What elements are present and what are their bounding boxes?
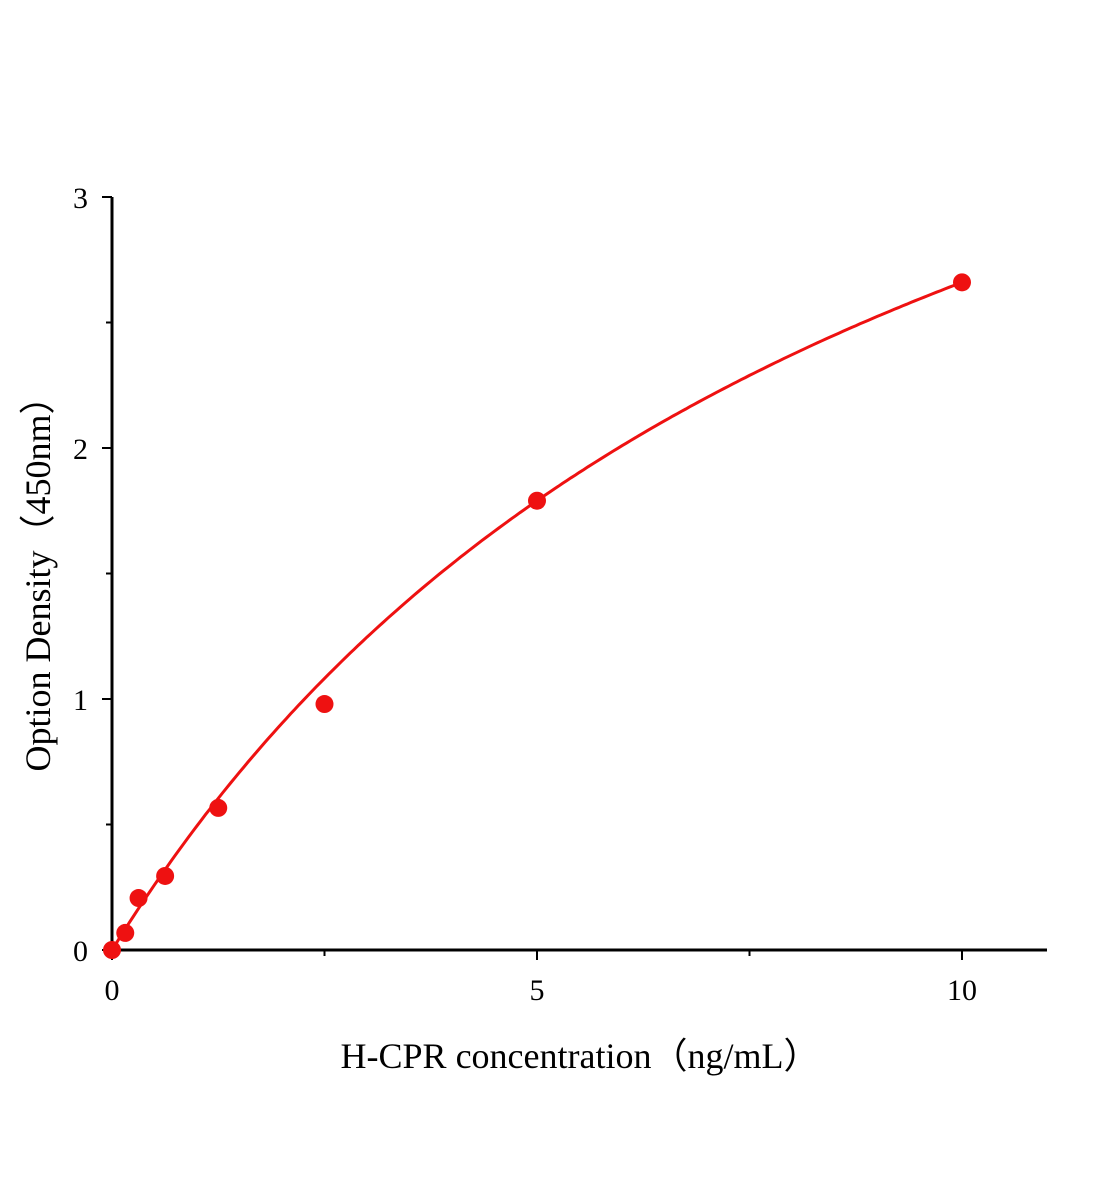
data-point	[129, 889, 148, 908]
y-tick-label: 2	[73, 433, 88, 466]
data-point	[116, 923, 135, 942]
data-points	[103, 273, 971, 959]
y-tick-label: 1	[73, 684, 88, 717]
data-point	[953, 273, 971, 292]
x-tick-label: 10	[947, 974, 977, 1007]
fit-curve	[110, 280, 963, 951]
y-axis-title: Option Density（450nm）	[18, 379, 58, 772]
y-tick-label: 3	[73, 182, 88, 215]
data-point	[103, 941, 121, 959]
fit-curve-line	[110, 280, 963, 951]
x-tick-label: 0	[105, 974, 120, 1007]
x-axis-title: H-CPR concentration（ng/mL）	[341, 1036, 820, 1076]
x-tick-label: 5	[530, 974, 545, 1007]
data-point	[528, 491, 546, 510]
y-tick-label: 0	[73, 935, 88, 968]
data-point	[209, 798, 228, 817]
data-point	[156, 866, 175, 885]
data-point	[315, 695, 334, 714]
axes: 0 5 10 0 1 2 3	[73, 182, 1047, 1007]
